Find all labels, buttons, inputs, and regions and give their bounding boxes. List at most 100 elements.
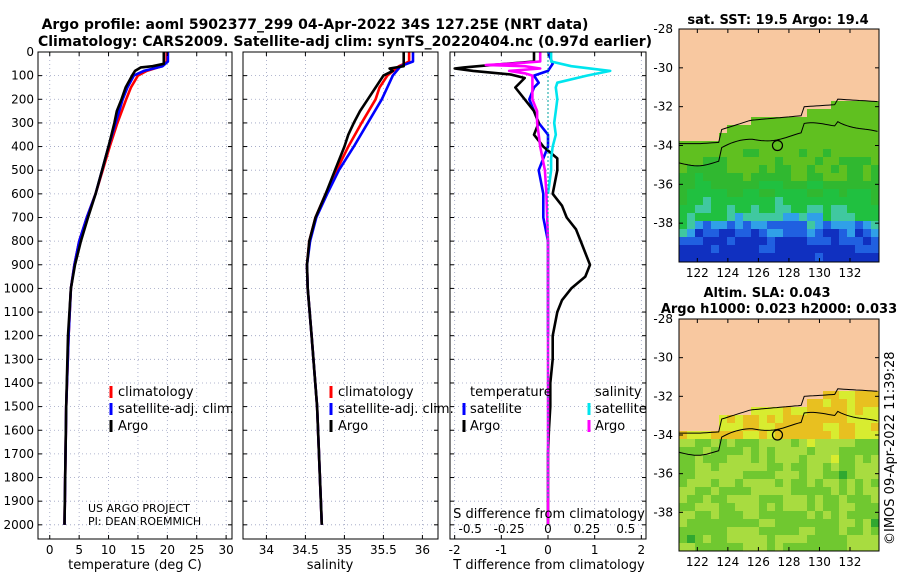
map-cell (679, 29, 688, 38)
map-cell (871, 149, 879, 158)
map-cell (711, 189, 720, 198)
map-cell (807, 125, 816, 134)
map-cell (839, 109, 848, 118)
map-cell (823, 53, 832, 62)
map-cell (863, 173, 872, 182)
map-cell (679, 37, 688, 46)
map-cell (823, 375, 832, 384)
map-cell (695, 93, 704, 102)
map-cell (759, 479, 768, 488)
map-cell (863, 479, 872, 488)
map-cell (775, 447, 784, 456)
map-cell (847, 455, 856, 464)
map-cell (687, 511, 696, 520)
map-cell (719, 343, 728, 352)
map-cell (775, 133, 784, 142)
map-cell (831, 391, 840, 400)
map-cell (831, 165, 840, 174)
map-cell (775, 245, 784, 254)
map-cell (679, 189, 688, 198)
map-cell (679, 117, 688, 126)
map-cell (711, 511, 720, 520)
map-cell (791, 351, 800, 360)
map-cell (711, 141, 720, 150)
map-cell (743, 415, 752, 424)
map-cell (687, 133, 696, 142)
map-cell (839, 29, 848, 38)
map-cell (679, 383, 688, 392)
map-cell (703, 399, 712, 408)
map-cell (695, 503, 704, 512)
map-cell (695, 53, 704, 62)
map-cell (719, 367, 728, 376)
map-cell (791, 447, 800, 456)
map-cell (823, 245, 832, 254)
map-cell (711, 527, 720, 536)
map-cell (767, 367, 776, 376)
map-cell (823, 173, 832, 182)
map-cell (775, 253, 784, 262)
map-cell (695, 141, 704, 150)
map-cell (767, 141, 776, 150)
map-cell (775, 431, 784, 440)
map-cell (871, 343, 879, 352)
map-cell (831, 141, 840, 150)
map-cell (855, 181, 864, 190)
map-cell (679, 335, 688, 344)
map-cell (847, 399, 856, 408)
map-cell (855, 367, 864, 376)
y-tick-label: 1500 (3, 400, 34, 414)
map-cell (767, 335, 776, 344)
y-tick-label: 400 (11, 140, 34, 154)
map-cell (759, 181, 768, 190)
map-cell (703, 37, 712, 46)
map-cell (855, 229, 864, 238)
map-cell (807, 133, 816, 142)
map-cell (759, 439, 768, 448)
map-cell (791, 471, 800, 480)
map-cell (719, 415, 728, 424)
map-cell (871, 173, 879, 182)
map-cell (719, 77, 728, 86)
map-cell (743, 319, 752, 328)
map-cell (727, 487, 736, 496)
map-cell (823, 69, 832, 78)
map-cell (735, 237, 744, 246)
map-cell (767, 165, 776, 174)
map-cell (791, 479, 800, 488)
map-cell (815, 423, 824, 432)
map-cell (815, 221, 824, 230)
map-cell (719, 423, 728, 432)
map-cell (839, 503, 848, 512)
map-cell (767, 319, 776, 328)
map-cell (767, 125, 776, 134)
map-cell (775, 535, 784, 544)
map-cell (703, 237, 712, 246)
sla-map-subtitle: Argo h1000: 0.023 h2000: 0.033 (661, 302, 897, 317)
map-cell (743, 197, 752, 206)
map-cell (767, 391, 776, 400)
map-cell (759, 319, 768, 328)
map-cell (775, 391, 784, 400)
map-cell (847, 109, 856, 118)
series-line-s-satellite (546, 52, 612, 194)
y-tick-label: -30 (653, 61, 673, 75)
map-cell (871, 229, 879, 238)
map-cell (863, 221, 872, 230)
map-cell (863, 527, 872, 536)
map-cell (783, 189, 792, 198)
map-cell (871, 447, 879, 456)
map-cell (799, 45, 808, 54)
map-cell (703, 535, 712, 544)
map-cell (759, 109, 768, 118)
map-cell (695, 29, 704, 38)
map-cell (767, 327, 776, 336)
map-cell (679, 133, 688, 142)
map-cell (759, 157, 768, 166)
map-cell (679, 109, 688, 118)
map-cell (767, 471, 776, 480)
map-cell (815, 487, 824, 496)
map-cell (711, 343, 720, 352)
map-cell (831, 527, 840, 536)
map-cell (791, 85, 800, 94)
